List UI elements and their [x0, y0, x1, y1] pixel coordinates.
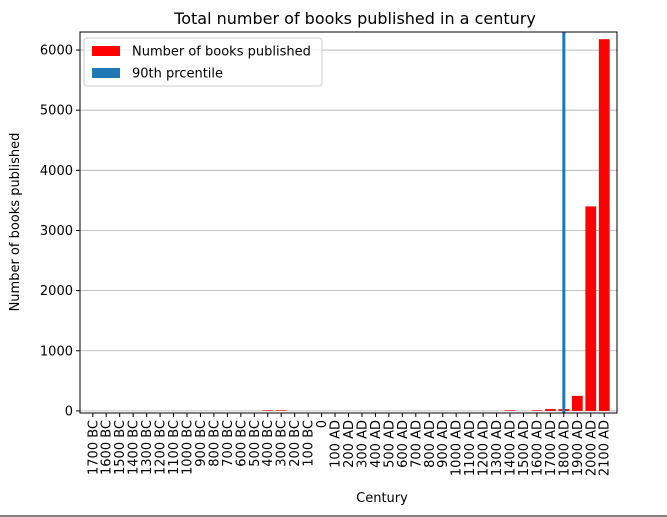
y-tick-label: 1000 [40, 344, 73, 359]
y-tick-label: 2000 [40, 284, 73, 299]
x-tick-label: 1700 AD [544, 420, 559, 476]
x-tick-label: 1500 BC [113, 420, 128, 475]
x-tick-label: 1800 AD [557, 420, 572, 476]
x-tick-label: 1500 AD [517, 420, 532, 476]
x-tick-label: 700 BC [221, 420, 236, 467]
bar [571, 395, 583, 411]
x-tick-label: 1200 BC [154, 420, 169, 475]
y-tick-label: 0 [65, 404, 73, 419]
bar [504, 410, 516, 411]
chart-title: Total number of books published in a cen… [173, 9, 536, 28]
x-tick-label: 400 BC [261, 420, 276, 467]
x-tick-label: 200 AD [342, 420, 357, 468]
x-tick-label: 900 AD [436, 420, 451, 468]
x-tick-label: 2100 AD [598, 420, 613, 476]
x-tick-label: 1600 BC [100, 420, 115, 475]
bar [531, 410, 543, 411]
bar [585, 206, 597, 411]
x-tick-label: 300 AD [355, 420, 370, 468]
legend-swatch [92, 46, 120, 56]
legend-label: 90th prcentile [132, 67, 223, 82]
x-tick-label: 1000 AD [450, 420, 465, 476]
x-tick-label: 1300 AD [490, 420, 505, 476]
bar [598, 39, 610, 411]
x-tick-label: 500 BC [248, 420, 263, 467]
bar [262, 410, 274, 411]
y-tick-label: 6000 [40, 44, 73, 59]
x-tick-label: 400 AD [369, 420, 384, 468]
axes-frame [79, 31, 618, 414]
x-tick-label: 600 BC [234, 420, 249, 467]
legend-box [83, 37, 323, 87]
x-tick-label: 1400 AD [504, 420, 519, 476]
x-tick-label: 1900 AD [571, 420, 586, 476]
x-tick-label: 2000 AD [584, 420, 599, 476]
legend-label: Number of books published [132, 45, 311, 60]
x-tick-label: 1300 BC [140, 420, 155, 475]
x-tick-label: 1100 BC [167, 420, 182, 475]
x-tick-label: 200 BC [288, 420, 303, 467]
x-tick-label: 800 AD [423, 420, 438, 468]
x-tick-label: 1700 BC [86, 420, 101, 475]
bar [275, 410, 287, 411]
y-axis-label: Number of books published [8, 133, 23, 312]
x-tick-label: 1200 AD [477, 420, 492, 476]
x-tick-label: 500 AD [382, 420, 397, 468]
x-tick-label: 100 BC [302, 420, 317, 467]
x-tick-label: 600 AD [396, 420, 411, 468]
legend-swatch [92, 68, 120, 78]
x-tick-label: 0 [315, 420, 330, 428]
bar [544, 409, 556, 411]
x-tick-label: 1000 BC [180, 420, 195, 475]
x-tick-label: 1400 BC [127, 420, 142, 475]
legend: Number of books published 90th prcentile [83, 37, 323, 87]
y-tick-label: 3000 [40, 224, 73, 239]
x-axis-label: Century [356, 491, 408, 506]
x-tick-label: 800 BC [207, 420, 222, 467]
x-tick-label: 100 AD [329, 420, 344, 468]
x-tick-label: 300 BC [275, 420, 290, 467]
y-tick-label: 4000 [40, 164, 73, 179]
y-tick-label: 5000 [40, 104, 73, 119]
x-tick-label: 1600 AD [530, 420, 545, 476]
x-tick-label: 1100 AD [463, 420, 478, 476]
x-tick-label: 900 BC [194, 420, 209, 467]
x-tick-label: 700 AD [409, 420, 424, 468]
